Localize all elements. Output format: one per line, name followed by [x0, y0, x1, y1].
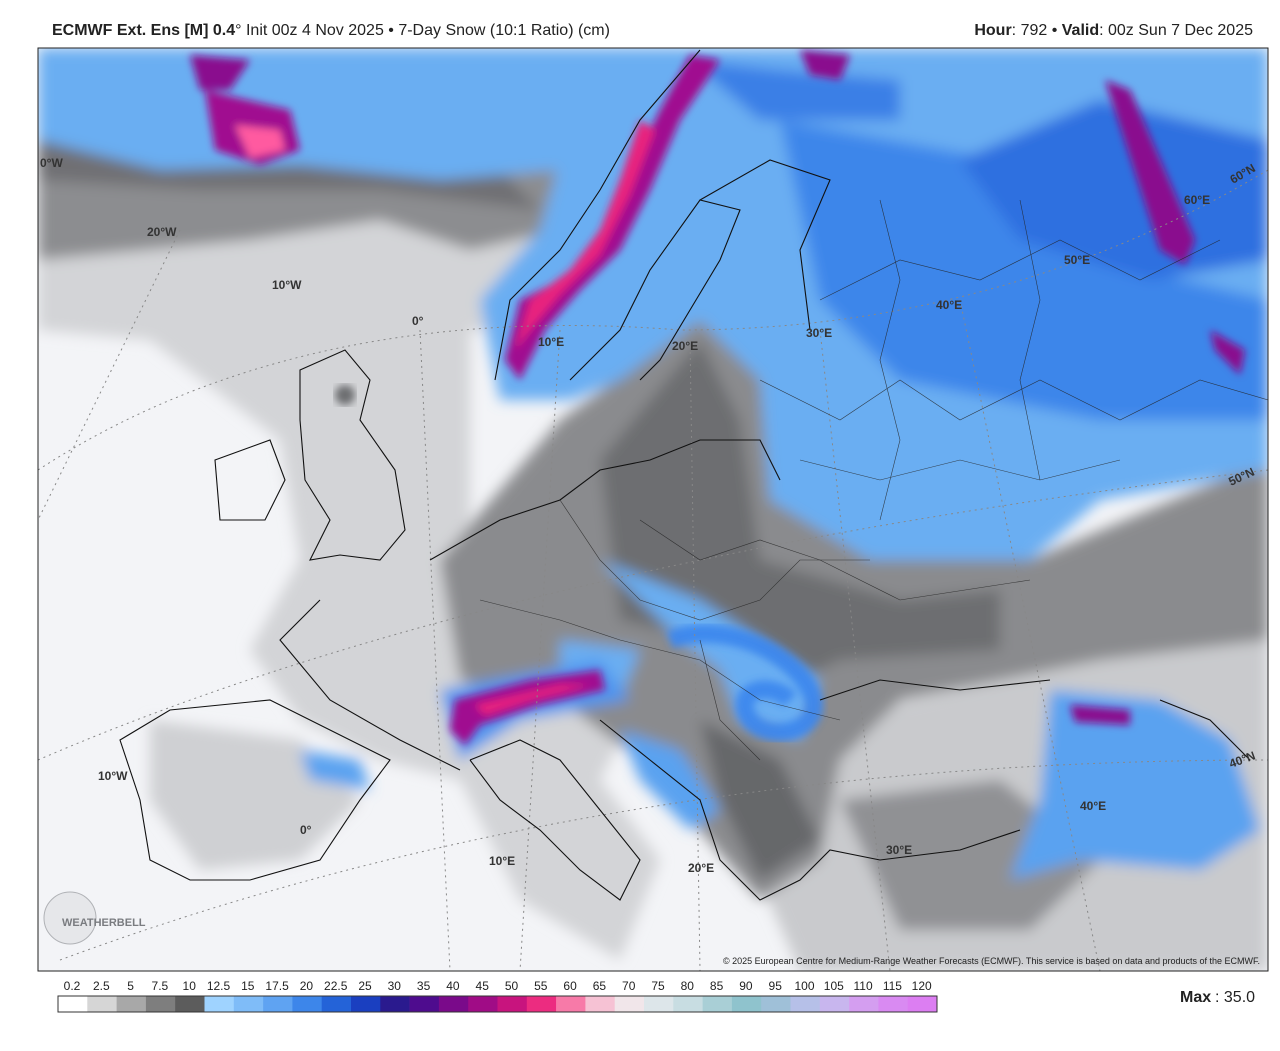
- colorbar-frame: [57, 995, 938, 1013]
- hour-value: : 792 •: [1011, 22, 1062, 39]
- colorbar-segment: [233, 996, 264, 1012]
- colorbar: 0.2 2.5 5 7.5 10 12.5 15 17.5 20 22.5 25 30 35 40 45 50…: [57, 979, 938, 1013]
- run-details: ° Init 00z 4 Nov 2025 • 7-Day Snow (10:1…: [235, 22, 610, 39]
- grid-label: 50°E: [1064, 253, 1090, 267]
- snow-field: [38, 48, 1268, 971]
- header-left: ECMWF Ext. Ens [M] 0.4° Init 00z 4 Nov 2…: [52, 22, 610, 40]
- colorbar-tick-label: 120: [912, 979, 932, 993]
- colorbar-tick-label: 5: [127, 979, 134, 993]
- colorbar-segment: [263, 996, 293, 1012]
- colorbar-segment: [116, 996, 147, 1012]
- colorbar-segment: [468, 996, 498, 1012]
- colorbar-tick-label: 50: [505, 979, 519, 993]
- logo: WEATHERBELL: [62, 917, 146, 929]
- colorbar-segment: [731, 996, 762, 1012]
- colorbar-tick-label: 10: [183, 979, 197, 993]
- grid-label: 20°W: [147, 225, 177, 239]
- colorbar-segment: [145, 996, 176, 1012]
- colorbar-segment: [87, 996, 117, 1012]
- colorbar-segment: [585, 996, 615, 1012]
- colorbar-segment: [878, 996, 908, 1012]
- colorbar-tick-label: 95: [769, 979, 783, 993]
- colorbar-segment: [790, 996, 821, 1012]
- colorbar-tick-label: 110: [854, 979, 873, 993]
- colorbar-segment: [614, 996, 645, 1012]
- colorbar-tick-label: 40: [446, 979, 460, 993]
- colorbar-tick-label: 70: [622, 979, 636, 993]
- colorbar-tick-label: 2.5: [93, 979, 110, 993]
- colorbar-tick-label: 22.5: [324, 979, 348, 993]
- grid-label: 10°E: [489, 854, 515, 868]
- colorbar-tick-label: 85: [710, 979, 724, 993]
- max-value: : 35.0: [1215, 989, 1255, 1006]
- grid-label: 10°W: [272, 278, 302, 292]
- colorbar-segment: [673, 996, 703, 1012]
- header-right: Hour: 792 • Valid: 00z Sun 7 Dec 2025: [974, 22, 1253, 40]
- colorbar-tick-label: 60: [563, 979, 577, 993]
- colorbar-segment: [321, 996, 352, 1012]
- colorbar-segment: [849, 996, 879, 1012]
- colorbar-segment: [438, 996, 469, 1012]
- colorbar-tick-label: 20: [300, 979, 314, 993]
- colorbar-tick-label: 35: [417, 979, 431, 993]
- colorbar-tick-label: 105: [824, 979, 844, 993]
- colorbar-tick-label: 65: [593, 979, 607, 993]
- colorbar-tick-label: 7.5: [152, 979, 169, 993]
- grid-label: 60°E: [1184, 193, 1210, 207]
- colorbar-tick-label: 75: [651, 979, 665, 993]
- colorbar-tick-label: 30: [388, 979, 402, 993]
- colorbar-segment: [702, 996, 733, 1012]
- logo-globe: [43, 891, 97, 945]
- colorbar-segment: [556, 996, 586, 1012]
- colorbar-segment: [204, 996, 235, 1012]
- grid-label: 0°: [412, 314, 424, 328]
- colorbar-segment: [761, 996, 791, 1012]
- colorbar-segment: [292, 996, 322, 1012]
- colorbar-segment: [351, 996, 381, 1012]
- colorbar-segment: [497, 996, 528, 1012]
- colorbar-segment: [907, 996, 938, 1012]
- grid-label: 30°E: [806, 326, 832, 340]
- colorbar-tick-label: 0.2: [64, 979, 81, 993]
- colorbar-segment: [380, 996, 410, 1012]
- grid-label: 10°E: [538, 335, 564, 349]
- colorbar-tick-label: 80: [681, 979, 695, 993]
- grid-label: 0°: [300, 823, 312, 837]
- colorbar-segment: [58, 996, 88, 1012]
- colorbar-tick-label: 100: [794, 979, 814, 993]
- colorbar-tick-label: 17.5: [265, 979, 289, 993]
- colorbar-tick-label: 90: [739, 979, 753, 993]
- colorbar-tick-label: 15: [241, 979, 255, 993]
- colorbar-tick-label: 55: [534, 979, 548, 993]
- grid-label: 20°E: [672, 339, 698, 353]
- grid-label: 30°E: [886, 843, 912, 857]
- colorbar-segment: [175, 996, 205, 1012]
- colorbar-segment: [644, 996, 674, 1012]
- colorbar-tick-label: 25: [358, 979, 372, 993]
- model-name: ECMWF Ext. Ens [M] 0.4: [52, 22, 236, 39]
- grid-label: 20°E: [688, 861, 714, 875]
- grid-label: 40°E: [1080, 799, 1106, 813]
- grid-label: 0°W: [40, 156, 63, 170]
- colorbar-segment: [819, 996, 850, 1012]
- map-frame: [37, 47, 1269, 972]
- valid-value: : 00z Sun 7 Dec 2025: [1099, 22, 1253, 39]
- colorbar-tick-label: 12.5: [207, 979, 231, 993]
- colorbar-tick-label: 115: [883, 979, 902, 993]
- colorbar-tick-label: 45: [476, 979, 490, 993]
- grid-label: 10°W: [98, 769, 128, 783]
- max-label: Max: [1180, 989, 1211, 1006]
- colorbar-segment: [409, 996, 440, 1012]
- valid-label: Valid: [1061, 22, 1100, 39]
- hour-label: Hour: [974, 22, 1012, 39]
- colorbar-segment: [526, 996, 557, 1012]
- grid-label: 40°E: [936, 298, 962, 312]
- copyright: © 2025 European Centre for Medium-Range …: [723, 956, 1260, 966]
